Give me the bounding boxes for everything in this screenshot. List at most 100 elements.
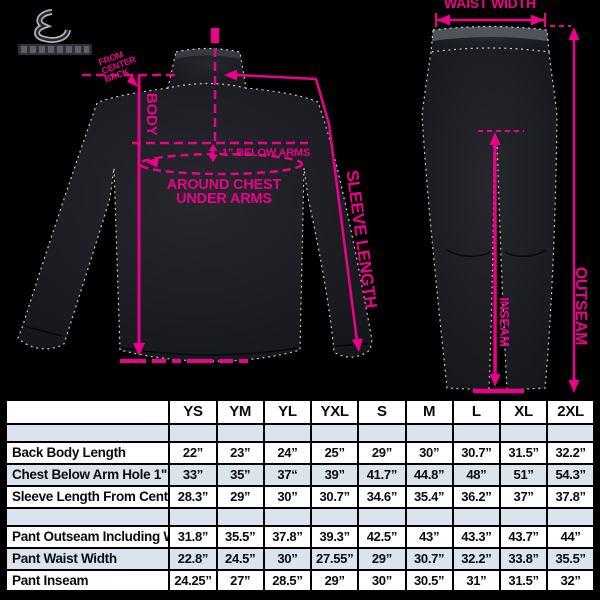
pants-annotations: WAIST WIDTH OUTSEAM INSEAM <box>435 0 589 394</box>
table-row: Back Body Length 22” 23” 24” 25” 29” 30” 30.7” 3… <box>4 440 596 465</box>
waist-label: WAIST WIDTH <box>444 0 536 11</box>
size-value-cell: 25” <box>310 440 360 465</box>
spacer-row <box>4 422 596 443</box>
size-value-cell: 35.5” <box>215 524 265 549</box>
size-value-cell: 37“ <box>262 462 313 487</box>
size-value-cell: 24.25” <box>168 568 218 593</box>
size-column-header: YM <box>215 398 265 425</box>
around-chest-label-2: UNDER ARMS <box>176 191 272 207</box>
size-value-cell: 39.3” <box>310 524 360 549</box>
size-value-cell: 30.7” <box>404 546 454 571</box>
size-value-cell: 24.5” <box>215 546 265 571</box>
size-value-cell: 32” <box>546 568 596 593</box>
size-value-cell: 43” <box>404 524 454 549</box>
from-center-back-arrow <box>127 73 138 87</box>
size-value-cell: 44.8” <box>404 462 454 487</box>
size-value-cell: 33.8” <box>498 546 549 571</box>
size-value-cell: 37.8” <box>262 524 313 549</box>
size-value-cell: 43.3” <box>451 524 501 549</box>
brand-wordmark <box>18 44 92 55</box>
size-column-header: YL <box>262 398 313 425</box>
row-label: Chest Below Arm Hole 1" <box>4 462 171 487</box>
size-value-cell: 32.2” <box>451 546 501 571</box>
size-value-cell: 37.8” <box>546 484 596 509</box>
size-value-cell: 32.2” <box>546 440 596 465</box>
size-column-header: M <box>404 398 454 425</box>
body-length-arrow <box>133 343 145 356</box>
collar-top-tick <box>211 28 219 43</box>
chest-ellipse <box>138 152 304 176</box>
size-value-cell: 22.8” <box>168 546 218 571</box>
size-value-cell: 30” <box>357 568 407 593</box>
table-row: Sleeve Length From Center Back28.3”29”30… <box>4 484 596 509</box>
corner-cell <box>4 398 171 425</box>
row-label: Pant Waist Width <box>4 546 171 571</box>
sleeve-cuff-arrow <box>351 338 363 352</box>
size-value-cell: 31” <box>451 568 501 593</box>
row-label: Sleeve Length From Center Back <box>4 484 171 509</box>
size-chart-table-container: YS YM YL YXL S M L XL 2XL Back Body Length 22” 23”… <box>4 398 596 593</box>
body-label: BODY <box>143 93 160 136</box>
size-value-cell: 28.3” <box>168 484 218 509</box>
size-value-cell: 41.7” <box>357 462 407 487</box>
size-value-cell: 29” <box>357 546 407 571</box>
size-value-cell: 42.5” <box>357 524 407 549</box>
size-value-cell: 27.55” <box>310 546 360 571</box>
table-row: Pant Outseam Including Waist31.8”35.5”37… <box>4 524 596 549</box>
size-value-cell: 30” <box>262 484 313 509</box>
row-label: Pant Outseam Including Waist <box>4 524 171 549</box>
below-arms-label: 1” BELOW ARMS <box>222 147 310 159</box>
table-row: Pant Inseam 24.25” 27” 28.5” 29” 30” 30.5” 31” 3… <box>4 568 596 593</box>
size-value-cell: 30.7” <box>451 440 501 465</box>
size-column-header: S <box>357 398 407 425</box>
size-value-cell: 27” <box>215 568 265 593</box>
size-value-cell: 23” <box>215 440 265 465</box>
size-value-cell: 35” <box>215 462 265 487</box>
center-back-arrow <box>224 69 237 81</box>
sleeve-length-line <box>236 73 359 342</box>
size-value-cell: 51” <box>498 462 549 487</box>
size-value-cell: 33” <box>168 462 218 487</box>
size-chart-table: YS YM YL YXL S M L XL 2XL Back Body Length 22” 23”… <box>4 398 596 593</box>
size-value-cell: 48” <box>451 462 501 487</box>
size-value-cell: 31.5” <box>498 440 549 465</box>
size-column-header: YS <box>168 398 218 425</box>
size-value-cell: 35.5” <box>546 546 596 571</box>
row-label: Back Body Length <box>4 440 171 465</box>
size-value-cell: 43.7” <box>498 524 549 549</box>
size-column-header: XL <box>498 398 549 425</box>
pants-illustration <box>421 25 558 391</box>
spacer-row <box>4 506 596 527</box>
size-value-cell: 29” <box>310 568 360 593</box>
size-value-cell: 30.7” <box>310 484 360 509</box>
inseam-label: INSEAM <box>497 297 512 346</box>
size-chart-header: YS YM YL YXL S M L XL 2XL <box>4 398 596 425</box>
size-value-cell: 30.5” <box>404 568 454 593</box>
table-row: Chest Below Arm Hole 1" 33” 35” 37“ 39” 41.7”… <box>4 462 596 487</box>
size-column-header: L <box>451 398 501 425</box>
chest-ellipse-arrow <box>146 156 159 168</box>
size-column-header: 2XL <box>546 398 596 425</box>
size-column-header: YXL <box>310 398 360 425</box>
size-value-cell: 36.2” <box>451 484 501 509</box>
size-value-cell: 44” <box>546 524 596 549</box>
size-value-cell: 54.3” <box>546 462 596 487</box>
size-value-cell: 22” <box>168 440 218 465</box>
size-value-cell: 37” <box>498 484 549 509</box>
size-value-cell: 31.5” <box>498 568 549 593</box>
jacket-illustration <box>17 47 373 362</box>
size-value-cell: 28.5” <box>262 568 313 593</box>
size-value-cell: 34.6” <box>357 484 407 509</box>
row-label: Pant Inseam <box>4 568 171 593</box>
size-value-cell: 39” <box>310 462 360 487</box>
size-value-cell: 29” <box>357 440 407 465</box>
size-value-cell: 30” <box>262 546 313 571</box>
table-row: Pant Waist Width 22.8” 24.5” 30” 27.55” 29” 30… <box>4 546 596 571</box>
size-value-cell: 35.4” <box>404 484 454 509</box>
size-value-cell: 30” <box>404 440 454 465</box>
size-value-cell: 31.8” <box>168 524 218 549</box>
size-chart-body: Back Body Length 22” 23” 24” 25” 29” 30” 30.7” 3… <box>4 422 596 593</box>
brand-logo <box>18 9 92 55</box>
size-value-cell: 24” <box>262 440 313 465</box>
